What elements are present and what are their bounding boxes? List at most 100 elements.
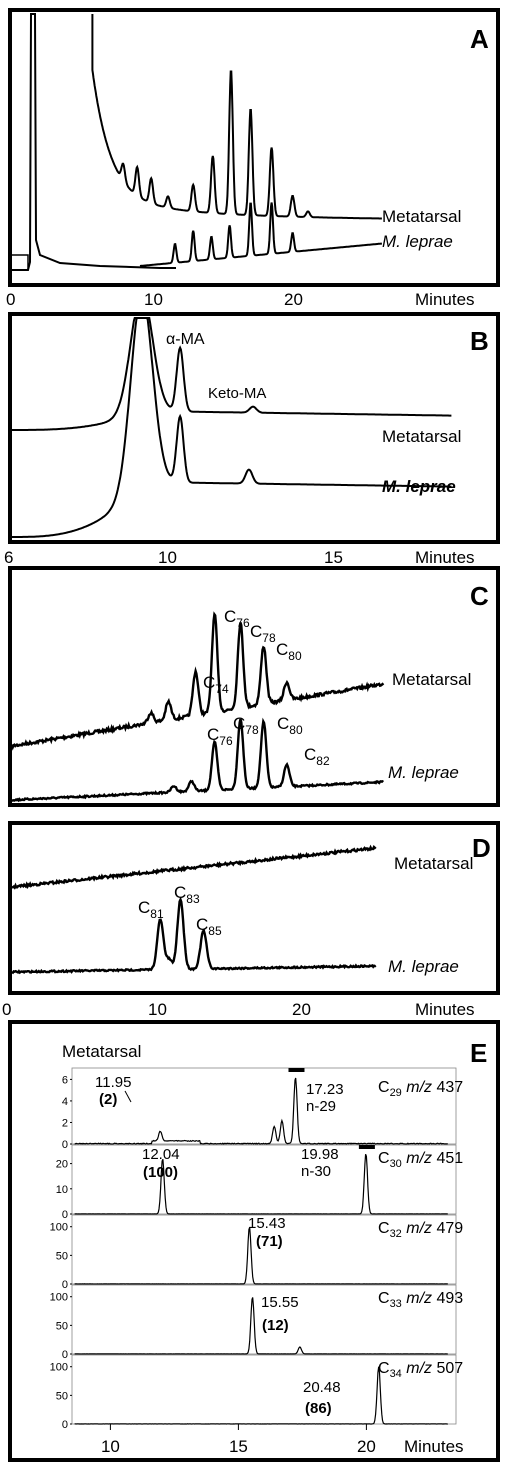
peak-label-c74: C74 bbox=[203, 673, 229, 696]
panel-label-e: E bbox=[470, 1038, 487, 1068]
svg-text:C82: C82 bbox=[304, 745, 330, 768]
y-tick-label: 100 bbox=[50, 1362, 68, 1374]
x-tick-e: 10 bbox=[101, 1437, 120, 1456]
ann-t4-rt: 15.55 bbox=[261, 1294, 299, 1311]
panel-d-frame bbox=[8, 821, 500, 995]
series-line-d-metatarsal bbox=[11, 844, 377, 890]
svg-text:C80: C80 bbox=[277, 714, 303, 737]
panel-label-d: D bbox=[472, 833, 491, 863]
ann-t2-rt2: 19.98 bbox=[301, 1146, 339, 1163]
trace-frame bbox=[71, 1354, 457, 1425]
x-tick-e: 15 bbox=[229, 1437, 248, 1456]
x-tick-d-10: 10 bbox=[148, 1000, 167, 1019]
series-line-b-mleprae bbox=[10, 317, 452, 538]
axis-bracket-a bbox=[12, 254, 29, 270]
trace-line bbox=[74, 1297, 448, 1355]
x-tick-b-10: 10 bbox=[158, 548, 177, 567]
x-tick-d-20: 20 bbox=[292, 1000, 311, 1019]
series-label-c-metatarsal: Metatarsal bbox=[392, 670, 471, 689]
clipped-peak-cap bbox=[358, 1145, 375, 1149]
trace-line bbox=[74, 1153, 448, 1215]
ann-t1-rt: 11.95 bbox=[95, 1074, 131, 1091]
peak-label-c76-ml: C76 bbox=[207, 725, 233, 748]
trace-line bbox=[74, 1227, 448, 1285]
y-tick-label: 0 bbox=[62, 1209, 68, 1221]
x-tick-a-10: 10 bbox=[144, 290, 163, 309]
y-tick-label: 0 bbox=[62, 1139, 68, 1151]
solvent-peak-a bbox=[12, 13, 176, 271]
panel-label-b: B bbox=[470, 326, 489, 356]
ann-t2-ratio: (100) bbox=[143, 1164, 178, 1181]
series-label-a-metatarsal: Metatarsal bbox=[382, 207, 461, 226]
peak-label-c82-ml: C82 bbox=[304, 745, 330, 768]
trace-e-4: 100 50 0 C33 m/z 493 bbox=[50, 1284, 463, 1361]
panel-label-a: A bbox=[470, 24, 489, 54]
x-axis-label-e: Minutes bbox=[404, 1437, 464, 1456]
series-line-c-mleprae bbox=[12, 717, 385, 803]
trace-line bbox=[74, 1077, 448, 1145]
series-line-a-metatarsal bbox=[91, 14, 382, 220]
peak-label-c78-meta: C78 bbox=[250, 622, 276, 645]
panel-e-frame bbox=[8, 1020, 500, 1462]
y-tick-label: 50 bbox=[56, 1320, 68, 1332]
series-line-a-mleprae bbox=[139, 202, 383, 267]
panel-label-c: C bbox=[470, 581, 489, 611]
peak-label-c78-ml: C78 bbox=[233, 714, 259, 737]
series-line-c-metatarsal bbox=[10, 611, 385, 751]
x-tick-e: 20 bbox=[357, 1437, 376, 1456]
ann-t3-ratio: (71) bbox=[256, 1233, 283, 1250]
x-tick-a-0: 0 bbox=[6, 290, 15, 309]
ann-t1-leader bbox=[124, 1090, 132, 1103]
panel-a-frame bbox=[8, 8, 500, 287]
svg-text:C80: C80 bbox=[276, 640, 302, 663]
trace-e-3: 100 50 0 C32 m/z 479 bbox=[50, 1214, 463, 1291]
clipped-peak-cap bbox=[288, 1068, 305, 1072]
ann-t2-n: n-30 bbox=[301, 1163, 331, 1180]
svg-text:C81: C81 bbox=[138, 898, 164, 921]
x-tick-b-6: 6 bbox=[4, 548, 13, 567]
ann-t2-rt: 12.04 bbox=[142, 1146, 180, 1163]
y-tick-label: 2 bbox=[62, 1117, 68, 1129]
panel-d: C81 C83 C85 Metatarsal M. leprae 0 10 20… bbox=[2, 844, 475, 1019]
peak-label-c80-meta: C80 bbox=[276, 640, 302, 663]
trace-line bbox=[74, 1366, 448, 1425]
panel-b-frame bbox=[8, 312, 500, 544]
trace-e-1: 6 4 2 0 C29 m/z 437 bbox=[62, 1067, 463, 1151]
svg-text:C76: C76 bbox=[224, 607, 250, 630]
x-tick-b-15: 15 bbox=[324, 548, 343, 567]
x-tick-d-0: 0 bbox=[2, 1000, 11, 1019]
y-tick-label: 0 bbox=[62, 1279, 68, 1291]
annotation-keto-ma: Keto-MA bbox=[208, 385, 266, 402]
x-tick-a-20: 20 bbox=[284, 290, 303, 309]
ann-t5-ratio: (86) bbox=[305, 1400, 332, 1417]
series-label-a-mleprae: M. leprae bbox=[382, 232, 453, 251]
panel-a: Metatarsal M. leprae 0 10 20 Minutes bbox=[6, 13, 475, 309]
annotation-alpha-ma: α-MA bbox=[166, 331, 205, 348]
y-tick-label: 10 bbox=[56, 1184, 68, 1196]
peak-label-c83: C83 bbox=[174, 883, 200, 906]
panel-c-frame bbox=[8, 566, 500, 807]
panel-b: α-MA Keto-MA Metatarsal M. leprae 6 10 1… bbox=[4, 317, 475, 567]
trace-ion-label: C33 m/z 493 bbox=[378, 1290, 463, 1310]
peak-label-c80-ml: C80 bbox=[277, 714, 303, 737]
trace-e-5: 100 50 0 C34 m/z 507 bbox=[50, 1354, 463, 1431]
trace-ion-label: C32 m/z 479 bbox=[378, 1220, 463, 1240]
series-label-d-metatarsal: Metatarsal bbox=[394, 854, 473, 873]
y-tick-label: 6 bbox=[62, 1074, 68, 1086]
y-tick-label: 100 bbox=[50, 1222, 68, 1234]
series-label-d-mleprae: M. leprae bbox=[388, 957, 459, 976]
ann-t1-n: n-29 bbox=[306, 1098, 336, 1115]
ann-t4-ratio: (12) bbox=[262, 1317, 289, 1334]
panel-c: C74 C76 C78 C80 C76 C78 C80 C82 Metatars… bbox=[10, 607, 471, 803]
svg-text:C78: C78 bbox=[233, 714, 259, 737]
series-label-b-metatarsal: Metatarsal bbox=[382, 427, 461, 446]
panel-e-x-axis: 10 15 20 bbox=[101, 1424, 376, 1456]
y-tick-label: 50 bbox=[56, 1390, 68, 1402]
peak-label-c85: C85 bbox=[196, 915, 222, 938]
ann-t5-rt: 20.48 bbox=[303, 1379, 341, 1396]
svg-text:C74: C74 bbox=[203, 673, 229, 696]
trace-ion-label: C30 m/z 451 bbox=[378, 1150, 463, 1170]
